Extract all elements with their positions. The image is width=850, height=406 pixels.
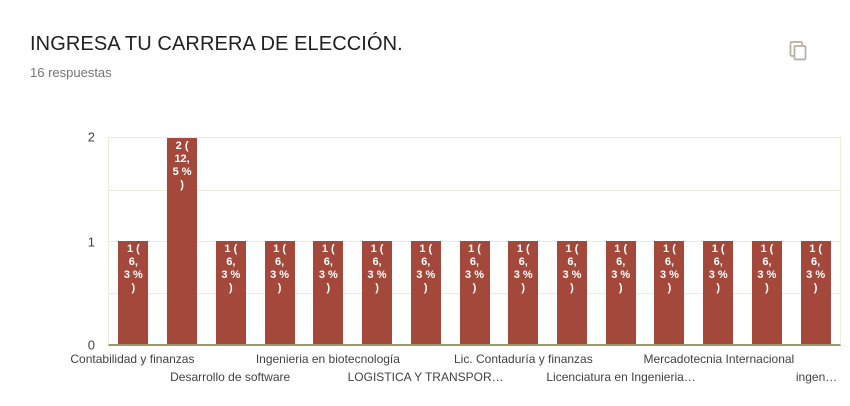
bar-value-label: 1 ( 6, 3 % ) xyxy=(562,243,582,294)
bar[interactable]: 2 ( 12, 5 % ) xyxy=(167,138,198,344)
bar[interactable]: 1 ( 6, 3 % ) xyxy=(459,241,490,344)
bar-value-label: 1 ( 6, 3 % ) xyxy=(757,243,777,294)
bar-slot: 1 ( 6, 3 % ) xyxy=(596,138,645,344)
bar-slot: 1 ( 6, 3 % ) xyxy=(206,138,255,344)
chart-plot-area: 1 ( 6, 3 % ) 2 ( 12, 5 % ) 1 ( 6, 3 % ) 1 (… xyxy=(108,137,841,346)
x-axis-label: Ingenieria en biotecnología xyxy=(255,352,400,366)
responses-count: 16 respuestas xyxy=(30,65,112,80)
x-axis-label: Mercadotecnia Internacional xyxy=(643,352,795,366)
copy-chart-button[interactable] xyxy=(786,39,810,63)
bar[interactable]: 1 ( 6, 3 % ) xyxy=(703,241,734,344)
x-axis-label: Desarrollo de software xyxy=(170,370,291,384)
bar[interactable]: 1 ( 6, 3 % ) xyxy=(800,241,831,344)
bar[interactable]: 1 ( 6, 3 % ) xyxy=(556,241,587,344)
bar-value-label: 1 ( 6, 3 % ) xyxy=(318,243,338,294)
y-axis-tick: 2 xyxy=(87,129,95,145)
bar-slot: 1 ( 6, 3 % ) xyxy=(304,138,353,344)
bar-value-label: 1 ( 6, 3 % ) xyxy=(123,243,143,294)
bar-value-label: 1 ( 6, 3 % ) xyxy=(708,243,728,294)
x-axis-label: LOGISTICA Y TRANSPOR… xyxy=(347,370,504,384)
bar[interactable]: 1 ( 6, 3 % ) xyxy=(751,241,782,344)
bar[interactable]: 1 ( 6, 3 % ) xyxy=(264,241,295,344)
bar-value-label: 1 ( 6, 3 % ) xyxy=(367,243,387,294)
bar-value-label: 1 ( 6, 3 % ) xyxy=(806,243,826,294)
bar-slot: 1 ( 6, 3 % ) xyxy=(450,138,499,344)
bar-slot: 1 ( 6, 3 % ) xyxy=(743,138,792,344)
bar-slot: 1 ( 6, 3 % ) xyxy=(353,138,402,344)
bar[interactable]: 1 ( 6, 3 % ) xyxy=(118,241,149,344)
bar-slot: 1 ( 6, 3 % ) xyxy=(255,138,304,344)
x-axis-label: Licenciatura en Ingenieria… xyxy=(546,370,696,384)
x-axis-label: Contabilidad y finanzas xyxy=(70,352,195,366)
bar-slot: 2 ( 12, 5 % ) xyxy=(158,138,207,344)
bar-slot: 1 ( 6, 3 % ) xyxy=(791,138,840,344)
bar-value-label: 1 ( 6, 3 % ) xyxy=(659,243,679,294)
bar[interactable]: 1 ( 6, 3 % ) xyxy=(215,241,246,344)
x-axis-labels: Contabilidad y finanzas Desarrollo de sof… xyxy=(70,346,841,394)
y-axis-tick: 1 xyxy=(87,234,95,250)
y-axis-tick: 0 xyxy=(87,337,95,353)
copy-icon xyxy=(786,41,810,66)
gridline xyxy=(109,189,840,191)
bar[interactable]: 1 ( 6, 3 % ) xyxy=(508,241,539,344)
bar[interactable]: 1 ( 6, 3 % ) xyxy=(362,241,393,344)
bar-slot: 1 ( 6, 3 % ) xyxy=(109,138,158,344)
bars-layer: 1 ( 6, 3 % ) 2 ( 12, 5 % ) 1 ( 6, 3 % ) 1 (… xyxy=(109,138,840,344)
bar-slot: 1 ( 6, 3 % ) xyxy=(499,138,548,344)
x-axis-label: ingen… xyxy=(795,370,838,384)
bar-value-label: 1 ( 6, 3 % ) xyxy=(513,243,533,294)
bar-value-label: 1 ( 6, 3 % ) xyxy=(611,243,631,294)
x-axis-label: Lic. Contaduría y finanzas xyxy=(453,352,593,366)
bar-value-label: 1 ( 6, 3 % ) xyxy=(270,243,290,294)
bar-slot: 1 ( 6, 3 % ) xyxy=(645,138,694,344)
question-title: INGRESA TU CARRERA DE ELECCIÓN. xyxy=(30,33,403,55)
bar-slot: 1 ( 6, 3 % ) xyxy=(401,138,450,344)
bar[interactable]: 1 ( 6, 3 % ) xyxy=(410,241,441,344)
bar-value-label: 1 ( 6, 3 % ) xyxy=(221,243,241,294)
bar[interactable]: 1 ( 6, 3 % ) xyxy=(654,241,685,344)
bar-value-label: 1 ( 6, 3 % ) xyxy=(416,243,436,294)
bar[interactable]: 1 ( 6, 3 % ) xyxy=(605,241,636,344)
bar-slot: 1 ( 6, 3 % ) xyxy=(548,138,597,344)
bar-value-label: 1 ( 6, 3 % ) xyxy=(465,243,484,294)
bar-slot: 1 ( 6, 3 % ) xyxy=(694,138,743,344)
bar[interactable]: 1 ( 6, 3 % ) xyxy=(313,241,344,344)
bar-value-label: 2 ( 12, 5 % ) xyxy=(172,140,192,191)
